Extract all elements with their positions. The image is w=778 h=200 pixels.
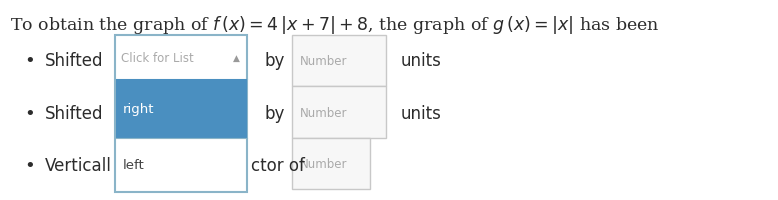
- Text: ctor of: ctor of: [251, 156, 305, 174]
- Text: left: left: [123, 159, 145, 171]
- Text: •: •: [24, 52, 35, 70]
- Text: Number: Number: [300, 157, 347, 170]
- Text: •: •: [24, 156, 35, 174]
- FancyBboxPatch shape: [116, 80, 247, 138]
- Text: Click for List: Click for List: [121, 52, 194, 64]
- Text: To obtain the graph of $f\,(x) = 4\,|x + 7| + 8$, the graph of $g\,(x) = |x|$ ha: To obtain the graph of $f\,(x) = 4\,|x +…: [10, 14, 660, 36]
- Text: ▲: ▲: [233, 54, 240, 62]
- Text: Shifted: Shifted: [45, 52, 103, 70]
- Text: by: by: [265, 52, 285, 70]
- Text: units: units: [401, 104, 442, 122]
- Text: Number: Number: [300, 55, 347, 68]
- FancyBboxPatch shape: [115, 36, 247, 192]
- Text: •: •: [24, 104, 35, 122]
- FancyBboxPatch shape: [292, 36, 386, 87]
- Text: right: right: [123, 103, 154, 115]
- Text: Number: Number: [300, 106, 347, 119]
- FancyBboxPatch shape: [292, 87, 386, 138]
- FancyBboxPatch shape: [292, 138, 370, 189]
- Text: by: by: [265, 104, 285, 122]
- Text: Verticall: Verticall: [45, 156, 112, 174]
- Text: Shifted: Shifted: [45, 104, 103, 122]
- Text: units: units: [401, 52, 442, 70]
